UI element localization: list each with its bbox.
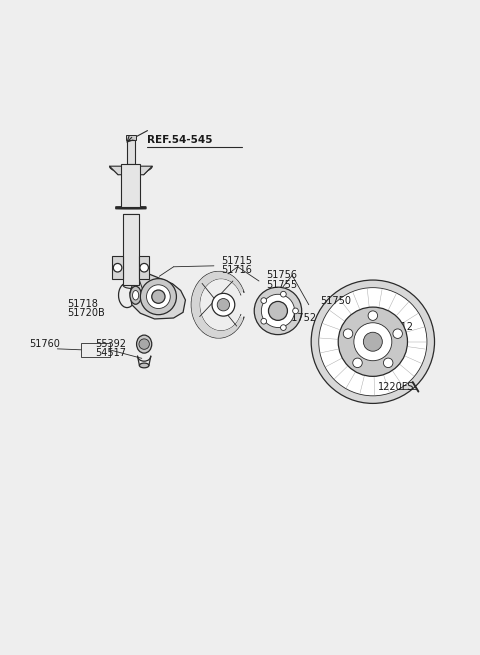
Text: 55392: 55392 bbox=[96, 339, 126, 349]
Circle shape bbox=[140, 263, 148, 272]
Circle shape bbox=[280, 291, 286, 297]
Circle shape bbox=[140, 278, 177, 314]
Circle shape bbox=[261, 298, 266, 303]
Polygon shape bbox=[139, 256, 149, 279]
Polygon shape bbox=[126, 136, 136, 140]
Circle shape bbox=[113, 263, 122, 272]
Circle shape bbox=[146, 285, 170, 309]
Circle shape bbox=[393, 329, 402, 339]
Circle shape bbox=[280, 325, 286, 330]
Text: 51718: 51718 bbox=[67, 299, 98, 309]
Text: 1220FS: 1220FS bbox=[378, 382, 414, 392]
Text: 51716: 51716 bbox=[221, 265, 252, 275]
Text: 51752: 51752 bbox=[285, 312, 316, 323]
Circle shape bbox=[152, 290, 165, 303]
Text: 51756: 51756 bbox=[266, 270, 297, 280]
Circle shape bbox=[139, 339, 149, 349]
Circle shape bbox=[261, 294, 295, 328]
Text: REF.54-545: REF.54-545 bbox=[147, 135, 213, 145]
Ellipse shape bbox=[139, 363, 149, 368]
Circle shape bbox=[338, 307, 408, 377]
Bar bbox=[81, 343, 109, 357]
Circle shape bbox=[343, 329, 353, 339]
Circle shape bbox=[217, 299, 229, 311]
Circle shape bbox=[363, 332, 383, 351]
Text: 51755: 51755 bbox=[266, 280, 297, 290]
Circle shape bbox=[353, 358, 362, 367]
Text: 54517: 54517 bbox=[96, 348, 126, 358]
Ellipse shape bbox=[132, 291, 139, 300]
Ellipse shape bbox=[130, 286, 141, 305]
Circle shape bbox=[319, 288, 427, 396]
Circle shape bbox=[261, 318, 266, 324]
Text: 51760: 51760 bbox=[29, 339, 60, 349]
Circle shape bbox=[354, 323, 392, 361]
Polygon shape bbox=[192, 272, 243, 338]
Ellipse shape bbox=[137, 335, 152, 353]
Polygon shape bbox=[123, 214, 139, 285]
Circle shape bbox=[311, 280, 434, 403]
Polygon shape bbox=[127, 140, 135, 164]
Circle shape bbox=[368, 311, 378, 320]
Circle shape bbox=[384, 358, 393, 367]
Text: 51750: 51750 bbox=[321, 296, 352, 306]
Text: 51720B: 51720B bbox=[67, 308, 105, 318]
Polygon shape bbox=[112, 256, 123, 279]
Circle shape bbox=[268, 301, 288, 320]
Circle shape bbox=[212, 293, 235, 316]
Circle shape bbox=[254, 287, 301, 335]
Text: 51715: 51715 bbox=[221, 256, 252, 266]
Circle shape bbox=[293, 308, 299, 314]
Text: 51712: 51712 bbox=[383, 322, 413, 332]
Polygon shape bbox=[130, 273, 185, 319]
Polygon shape bbox=[121, 164, 140, 206]
Polygon shape bbox=[109, 166, 152, 175]
